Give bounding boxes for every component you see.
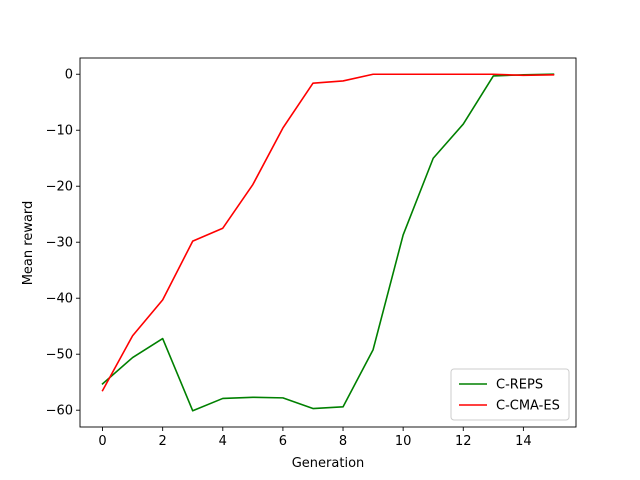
y-tick-label: −10 <box>46 124 73 139</box>
y-tick-label: 0 <box>65 68 73 83</box>
x-tick-label: 6 <box>279 434 287 449</box>
x-tick-label: 12 <box>455 434 472 449</box>
axes-layer: 0 2 4 6 8 10 12 14 0 −10 −20 −30 −40 −50 −60 <box>46 57 577 449</box>
y-axis-label: Mean reward <box>21 201 36 286</box>
legend-box <box>450 368 570 421</box>
y-tick-label: −60 <box>46 404 73 419</box>
plot-background <box>80 58 576 427</box>
y-tick-label: −40 <box>46 292 73 307</box>
legend-label-c-reps: C-REPS <box>496 378 543 393</box>
x-tick-label: 0 <box>98 434 106 449</box>
x-tick-label: 14 <box>515 434 532 449</box>
plot-area <box>80 58 576 427</box>
x-tick-label: 10 <box>395 434 412 449</box>
series-line-c-cma-es <box>101 73 555 392</box>
series-layer <box>101 73 555 412</box>
x-axis-label: Generation <box>292 456 365 471</box>
y-tick-label: −20 <box>46 180 73 195</box>
y-tick-label: −30 <box>46 236 73 251</box>
series-line-c-reps <box>101 73 555 412</box>
x-tick-label: 4 <box>219 434 227 449</box>
x-tick-label: 2 <box>159 434 167 449</box>
y-tick-label: −50 <box>46 348 73 363</box>
legend-label-c-cma-es: C-CMA-ES <box>496 399 560 414</box>
x-tick-label: 8 <box>339 434 347 449</box>
legend: C-REPS C-CMA-ES <box>450 368 570 421</box>
